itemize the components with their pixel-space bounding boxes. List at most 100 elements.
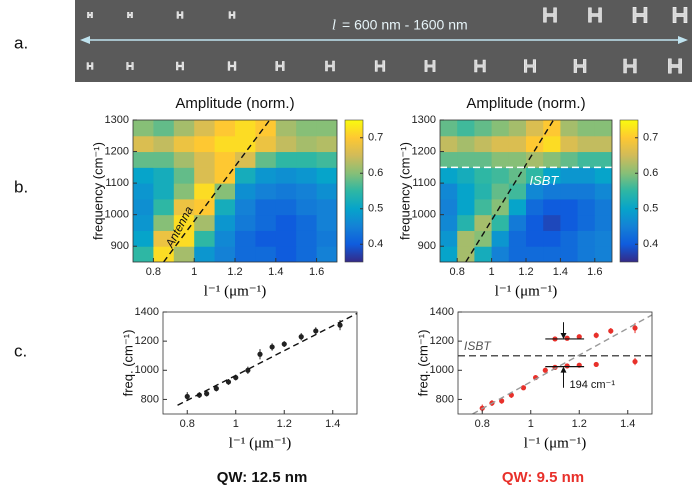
heat-cell [526, 230, 544, 247]
colorbar-tick-label: 0.7 [643, 132, 658, 144]
heat-cell [526, 120, 544, 137]
heat-cell [508, 120, 527, 137]
heat-cell [508, 246, 527, 262]
heat-cell [457, 135, 475, 153]
h-antenna [275, 61, 285, 71]
heat-cell [577, 183, 596, 200]
heat-cell [214, 167, 236, 184]
fit-line [177, 312, 357, 406]
heat-cell [133, 151, 154, 168]
h-antenna [126, 62, 134, 70]
length-symbol: l [332, 17, 336, 33]
heat-cell [133, 167, 154, 184]
heat-cell [491, 183, 510, 200]
heat-cell [474, 135, 493, 153]
annotation: ISBT [529, 173, 559, 188]
x-tick-label: 1.2 [277, 418, 292, 430]
data-point [204, 391, 210, 397]
heat-cell [543, 214, 561, 231]
y-axis-label: freq. (cm⁻¹) [120, 330, 135, 397]
heat-cell [440, 120, 458, 137]
heat-cell [214, 183, 236, 200]
heat-cell [594, 183, 612, 200]
x-tick-label: 1 [191, 266, 197, 278]
heat-cell [296, 120, 318, 137]
heat-cell [577, 230, 596, 247]
plot-frame [457, 311, 653, 415]
h-antenna [424, 60, 436, 72]
y-tick-label: 1300 [412, 114, 436, 126]
data-point [298, 334, 304, 340]
x-axis-label: l⁻¹ (μm⁻¹) [204, 283, 266, 299]
h-antenna [573, 59, 587, 73]
heat-cell [316, 167, 337, 184]
data-point [576, 334, 582, 340]
heat-cell [543, 198, 561, 216]
heat-cell [255, 246, 277, 262]
heat-cell [296, 230, 318, 247]
data-point [269, 344, 275, 350]
heat-cell [173, 230, 195, 247]
heat-cell [133, 135, 154, 153]
heat-cell [173, 246, 195, 262]
data-point [542, 367, 548, 373]
y-tick-label: 1000 [135, 364, 159, 376]
heat-cell [577, 198, 596, 216]
data-point [520, 385, 527, 391]
heat-cell [214, 120, 236, 137]
panel-label: a. [14, 33, 28, 52]
heat-cell [235, 135, 256, 153]
heat-cell [275, 120, 297, 137]
heat-cell [296, 183, 318, 200]
chart-title: Amplitude (norm.) [175, 95, 294, 112]
x-tick-label: 0.8 [450, 266, 465, 278]
heat-cell [594, 151, 612, 168]
x-tick-label: 1.4 [268, 266, 283, 278]
colorbar-tick-label: 0.5 [368, 203, 383, 215]
heat-cell [316, 135, 337, 153]
heat-cell [594, 120, 612, 137]
heat-cell [491, 120, 510, 137]
data-point [564, 335, 570, 341]
x-tick-label: 1.6 [587, 266, 602, 278]
heat-cell [560, 214, 579, 231]
heat-cell [296, 167, 318, 184]
data-point [632, 325, 638, 331]
data-point [257, 351, 263, 357]
y-tick-label: 900 [111, 240, 129, 252]
heat-cell [133, 230, 154, 247]
plot-bg [458, 312, 652, 414]
heat-cell [543, 151, 561, 168]
heat-cell [491, 151, 510, 168]
heat-cell [296, 135, 318, 153]
heat-cell [194, 230, 216, 247]
chart-title: Amplitude (norm.) [466, 95, 585, 112]
heat-cell [594, 214, 612, 231]
heat-cell [560, 120, 579, 137]
heat-cell [508, 198, 527, 216]
x-tick-label: 0.8 [146, 266, 161, 278]
heat-cell [440, 151, 458, 168]
y-axis-label: freq. (cm⁻¹) [415, 330, 430, 397]
chart: 0.8 1 1.2 1.4 800 1000 1200 1400 l⁻¹ (μm⁻¹) freq.… [120, 306, 358, 451]
heat-cell [173, 120, 195, 137]
heat-cell [457, 246, 475, 262]
heat-cell [543, 120, 561, 137]
x-axis-label: l⁻¹ (μm⁻¹) [495, 283, 557, 299]
y-tick-label: 1100 [105, 177, 129, 189]
heat-cell [173, 151, 195, 168]
heat-cell [577, 120, 596, 137]
heat-cell [296, 198, 318, 216]
heat-cell [133, 183, 154, 200]
heat-cell [577, 246, 596, 262]
colorbar-tick-label: 0.5 [643, 203, 658, 215]
heat-cell [255, 120, 277, 137]
h-antenna [474, 59, 486, 73]
data-point [593, 361, 599, 368]
h-antenna [588, 7, 602, 23]
h-antenna [543, 7, 557, 23]
heat-cell [526, 167, 544, 184]
y-tick-label: 1300 [105, 114, 129, 126]
heat-cell [296, 246, 318, 262]
x-tick-label: 1 [528, 418, 534, 430]
